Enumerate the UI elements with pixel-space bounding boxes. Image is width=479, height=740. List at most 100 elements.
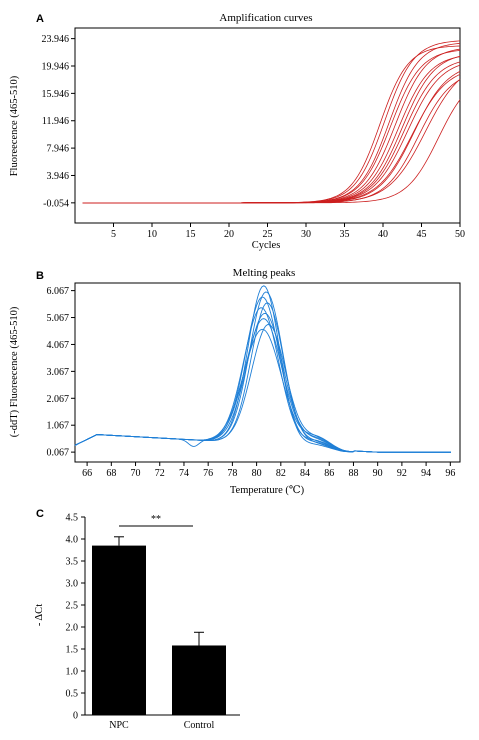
b-melting-curve [74, 313, 451, 453]
a-x-tick-label: 30 [301, 229, 311, 240]
panel-c-letter: C [36, 508, 44, 520]
panel-c-y-ticks: 0 0.5 1.0 1.5 2.0 2.5 3.0 3.5 4.0 4.5 [66, 513, 85, 722]
panel-a-x-label: Cycles [252, 240, 281, 251]
a-x-tick-label: 40 [378, 229, 388, 240]
a-y-tick-label: 7.946 [47, 144, 70, 155]
a-amplification-curve [82, 50, 461, 204]
a-y-tick-label: 3.946 [47, 171, 70, 182]
panel-c-significance-label: ** [151, 514, 161, 525]
panel-c: C 0 0.5 1.0 1.5 2.0 2.5 3.0 3.5 4.0 4.5 NPC Contro… [34, 508, 240, 731]
b-x-tick-label: 76 [203, 468, 213, 479]
a-amplification-curve [82, 79, 461, 204]
panel-a-y-label: Fluoreecence (465-510) [9, 75, 20, 176]
a-y-tick-label: 11.946 [42, 116, 69, 127]
c-bar [92, 545, 146, 715]
a-y-tick-label: 23.946 [42, 34, 70, 45]
panel-a-letter: A [36, 13, 44, 25]
b-y-tick-label: 6.067 [47, 286, 70, 297]
panel-b-x-ticks: 66 68 70 72 74 76 78 80 82 84 86 88 90 92 94 96 [82, 462, 455, 479]
b-x-tick-label: 66 [82, 468, 92, 479]
b-y-tick-label: 1.067 [47, 421, 70, 432]
panel-b-y-ticks: 0.067 1.067 2.067 3.067 4.067 5.067 6.067 [47, 286, 75, 459]
panel-b-x-label: Temperature (℃) [230, 485, 305, 496]
c-y-tick-label: 0.5 [66, 689, 79, 700]
panel-a-x-ticks: 5 10 15 20 25 30 35 40 45 50 [111, 223, 465, 240]
b-y-tick-label: 0.067 [47, 448, 70, 459]
b-x-tick-label: 74 [179, 468, 189, 479]
b-x-tick-label: 70 [131, 468, 141, 479]
panel-a-curves [82, 40, 461, 204]
panel-a: A Amplification curves -0.054 3.946 7.946 1… [9, 12, 465, 251]
panel-a-title: Amplification curves [219, 12, 312, 24]
a-amplification-curve [82, 56, 461, 204]
a-amplification-curve [82, 78, 461, 204]
a-amplification-curve [82, 61, 461, 204]
a-amplification-curve [82, 55, 461, 204]
c-y-tick-label: 4.5 [66, 513, 79, 524]
a-amplification-curve [82, 74, 461, 204]
panel-b-letter: B [36, 270, 44, 282]
b-x-tick-label: 80 [252, 468, 262, 479]
c-category-label: Control [184, 720, 215, 731]
c-y-tick-label: 2.0 [66, 623, 79, 634]
c-y-tick-label: 3.5 [66, 557, 79, 568]
panel-c-bars [92, 536, 226, 715]
b-x-tick-label: 68 [106, 468, 116, 479]
b-x-tick-label: 82 [276, 468, 286, 479]
c-y-tick-label: 0 [73, 711, 78, 722]
a-amplification-curve [82, 42, 461, 204]
a-amplification-curve [82, 40, 461, 204]
c-y-tick-label: 1.0 [66, 667, 79, 678]
panel-a-y-ticks: -0.054 3.946 7.946 11.946 15.946 19.946 23.946 [42, 34, 75, 209]
b-x-tick-label: 84 [300, 468, 310, 479]
b-y-tick-label: 4.067 [47, 340, 70, 351]
b-x-tick-label: 90 [373, 468, 383, 479]
a-amplification-curve [82, 99, 461, 204]
b-y-tick-label: 5.067 [47, 313, 70, 324]
panel-b-plot-frame [74, 282, 461, 463]
b-y-tick-label: 3.067 [47, 367, 70, 378]
a-amplification-curve [82, 71, 461, 204]
a-x-tick-label: 35 [340, 229, 350, 240]
b-x-tick-label: 86 [324, 468, 334, 479]
b-melting-curve [74, 328, 451, 453]
panel-c-y-label: - ΔCt [34, 604, 45, 626]
a-x-tick-label: 10 [147, 229, 157, 240]
c-y-tick-label: 1.5 [66, 645, 79, 656]
c-y-tick-label: 2.5 [66, 601, 79, 612]
panel-b: B Melting peaks 0.067 1.067 2.067 3.067 4.06… [9, 267, 461, 496]
c-y-tick-label: 3.0 [66, 579, 79, 590]
panel-b-title: Melting peaks [233, 267, 296, 279]
a-x-tick-label: 15 [186, 229, 196, 240]
b-melting-curve [74, 324, 451, 453]
a-amplification-curve [82, 48, 461, 204]
panel-a-plot-frame [74, 27, 461, 224]
a-x-tick-label: 50 [455, 229, 465, 240]
b-y-tick-label: 2.067 [47, 394, 70, 405]
a-y-tick-label: 15.946 [42, 89, 70, 100]
a-x-tick-label: 5 [111, 229, 116, 240]
c-y-tick-label: 4.0 [66, 535, 79, 546]
a-x-tick-label: 45 [417, 229, 427, 240]
b-x-tick-label: 94 [421, 468, 431, 479]
b-melting-curve [74, 285, 451, 453]
panel-c-x-labels: NPC Control [109, 720, 214, 731]
panel-b-y-label: (-ddT) Fluoreecence (465-510) [9, 306, 20, 437]
b-melting-curve [74, 302, 451, 453]
b-melting-curve [74, 318, 451, 453]
panel-b-curves [74, 285, 451, 453]
b-melting-curve [74, 296, 451, 453]
b-x-tick-label: 72 [155, 468, 165, 479]
a-y-tick-label: -0.054 [43, 198, 69, 209]
b-x-tick-label: 92 [397, 468, 407, 479]
a-x-tick-label: 25 [263, 229, 273, 240]
c-bar [172, 645, 226, 715]
b-x-tick-label: 96 [445, 468, 455, 479]
b-x-tick-label: 78 [227, 468, 237, 479]
b-x-tick-label: 88 [348, 468, 358, 479]
c-category-label: NPC [109, 720, 129, 731]
b-melting-curve [74, 291, 451, 453]
a-y-tick-label: 19.946 [42, 62, 70, 73]
a-x-tick-label: 20 [224, 229, 234, 240]
